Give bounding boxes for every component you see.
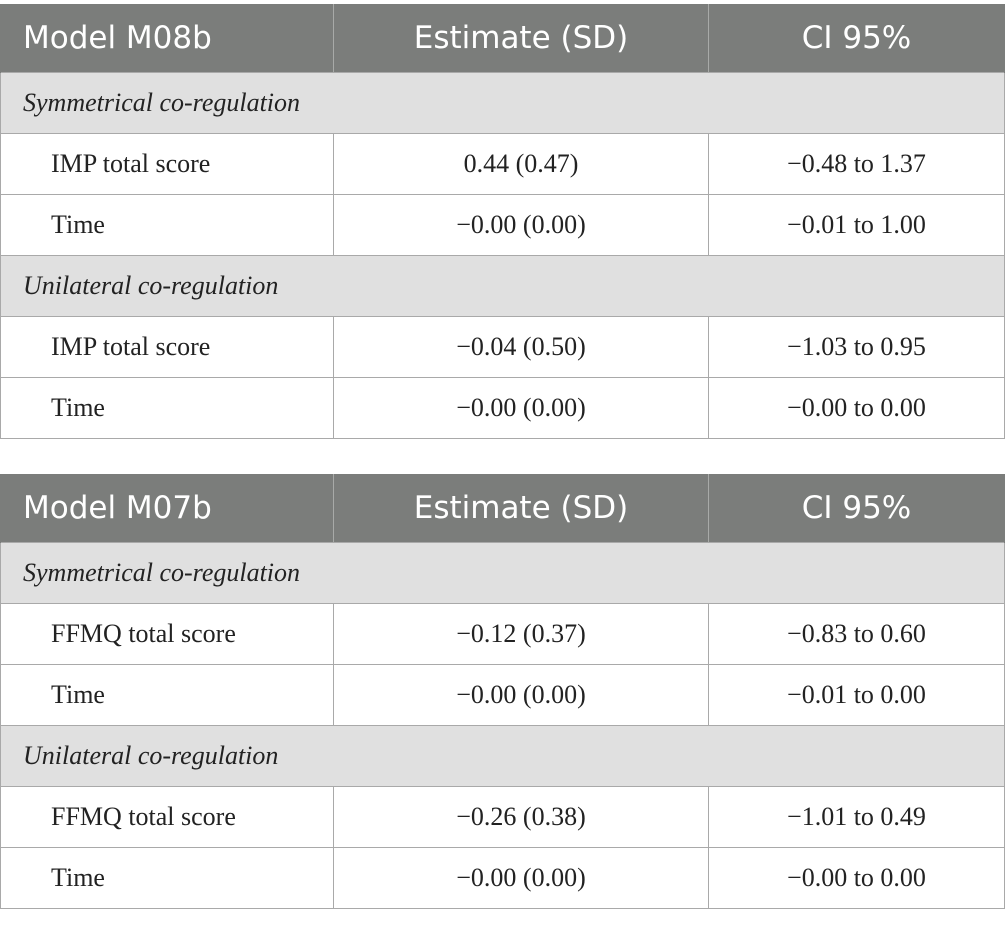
row-estimate: −0.00 (0.00)	[333, 377, 709, 439]
row-label: FFMQ total score	[0, 603, 334, 665]
results-table-m08b: Model M08b Estimate (SD) CI 95% Symmetri…	[0, 4, 1005, 439]
row-label: Time	[0, 664, 334, 726]
row-estimate: −0.00 (0.00)	[333, 664, 709, 726]
row-ci: −0.48 to 1.37	[708, 133, 1005, 195]
group-title-unilateral: Unilateral co-regulation	[0, 255, 1005, 317]
table-row: Time −0.00 (0.00) −0.01 to 0.00	[0, 664, 1005, 726]
table-row: FFMQ total score −0.12 (0.37) −0.83 to 0…	[0, 603, 1005, 665]
header-ci: CI 95%	[708, 4, 1005, 73]
header-model: Model M07b	[0, 474, 334, 543]
row-estimate: −0.26 (0.38)	[333, 786, 709, 848]
row-estimate: −0.00 (0.00)	[333, 194, 709, 256]
table-row: Time −0.00 (0.00) −0.00 to 0.00	[0, 377, 1005, 439]
row-ci: −0.01 to 1.00	[708, 194, 1005, 256]
row-ci: −1.01 to 0.49	[708, 786, 1005, 848]
table-row: IMP total score 0.44 (0.47) −0.48 to 1.3…	[0, 133, 1005, 195]
row-estimate: −0.00 (0.00)	[333, 847, 709, 909]
table-row: Time −0.00 (0.00) −0.00 to 0.00	[0, 847, 1005, 909]
row-estimate: −0.12 (0.37)	[333, 603, 709, 665]
group-title-unilateral: Unilateral co-regulation	[0, 725, 1005, 787]
row-ci: −1.03 to 0.95	[708, 316, 1005, 378]
header-ci: CI 95%	[708, 474, 1005, 543]
group-row: Symmetrical co-regulation	[0, 72, 1005, 134]
row-label: Time	[0, 194, 334, 256]
row-label: Time	[0, 847, 334, 909]
table-row: IMP total score −0.04 (0.50) −1.03 to 0.…	[0, 316, 1005, 378]
row-label: IMP total score	[0, 133, 334, 195]
group-row: Unilateral co-regulation	[0, 725, 1005, 787]
row-ci: −0.00 to 0.00	[708, 847, 1005, 909]
group-title-symmetrical: Symmetrical co-regulation	[0, 72, 1005, 134]
row-estimate: −0.04 (0.50)	[333, 316, 709, 378]
row-ci: −0.83 to 0.60	[708, 603, 1005, 665]
table-header-row: Model M07b Estimate (SD) CI 95%	[0, 474, 1005, 543]
row-ci: −0.00 to 0.00	[708, 377, 1005, 439]
row-estimate: 0.44 (0.47)	[333, 133, 709, 195]
header-estimate: Estimate (SD)	[333, 4, 709, 73]
row-label: FFMQ total score	[0, 786, 334, 848]
group-row: Symmetrical co-regulation	[0, 542, 1005, 604]
header-estimate: Estimate (SD)	[333, 474, 709, 543]
table-row: Time −0.00 (0.00) −0.01 to 1.00	[0, 194, 1005, 256]
row-label: Time	[0, 377, 334, 439]
results-table-m07b: Model M07b Estimate (SD) CI 95% Symmetri…	[0, 474, 1005, 909]
row-ci: −0.01 to 0.00	[708, 664, 1005, 726]
header-model: Model M08b	[0, 4, 334, 73]
group-title-symmetrical: Symmetrical co-regulation	[0, 542, 1005, 604]
table-header-row: Model M08b Estimate (SD) CI 95%	[0, 4, 1005, 73]
table-row: FFMQ total score −0.26 (0.38) −1.01 to 0…	[0, 786, 1005, 848]
row-label: IMP total score	[0, 316, 334, 378]
group-row: Unilateral co-regulation	[0, 255, 1005, 317]
